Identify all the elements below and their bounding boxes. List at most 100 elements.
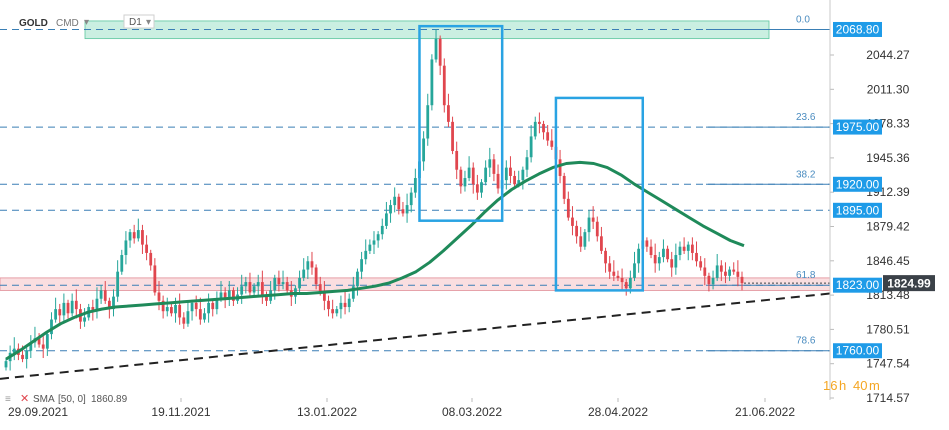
candle-body-4	[21, 354, 24, 360]
candle-body-21	[91, 307, 95, 312]
candle-body-73	[306, 261, 310, 270]
candle-body-32	[136, 230, 140, 239]
candle-body-30	[128, 232, 132, 241]
candle-body-163	[678, 246, 682, 256]
fib-label-0: 0.0	[796, 14, 810, 25]
candle-body-76	[318, 284, 322, 293]
level-price-bg-5	[833, 343, 882, 359]
candle-body-108	[451, 121, 454, 151]
candle-body-107	[447, 105, 450, 122]
y-tick-3: 1945.36	[866, 151, 910, 165]
candle-body-173	[719, 265, 723, 272]
x-tick-0: 29.09.2021	[8, 405, 68, 419]
sma-line[interactable]	[5, 160, 745, 361]
candle-body-162	[674, 255, 678, 268]
candle-body-19	[83, 317, 86, 322]
candle-body-55	[232, 290, 235, 301]
indicator-close-icon[interactable]: ✕	[20, 393, 29, 405]
candle-body-132	[550, 140, 554, 147]
level-price-bg-1	[833, 119, 882, 135]
candle-body-159	[662, 248, 665, 258]
highlight-box-1[interactable]	[554, 96, 645, 292]
candle-body-48	[203, 313, 206, 320]
candle-body-99	[413, 178, 417, 193]
candle-body-63	[265, 296, 268, 301]
candle-body-65	[273, 277, 277, 291]
candle-body-88	[368, 244, 372, 251]
candle-body-26	[112, 296, 115, 310]
candle-body-9	[41, 344, 45, 349]
level-lines: 0.0 23.6 38.2 61.8 78.6	[0, 14, 830, 352]
countdown-h-unit: h	[839, 378, 846, 393]
candle-body-91	[380, 225, 384, 235]
candle-body-170	[707, 275, 711, 285]
y-tick-10: 1714.57	[866, 391, 910, 405]
candle-body-22	[95, 298, 99, 312]
candle-body-176	[732, 269, 736, 272]
candle-body-130	[542, 123, 545, 133]
candle-body-13	[58, 309, 62, 316]
candle-body-29	[124, 240, 128, 256]
candle-body-10	[45, 334, 49, 349]
candle-body-15	[66, 302, 70, 314]
candle-body-161	[670, 259, 674, 268]
countdown-m-unit: m	[869, 378, 880, 393]
candle-body-139	[579, 236, 583, 247]
candle-body-31	[132, 232, 136, 239]
candle-body-14	[62, 302, 66, 316]
candle-body-24	[103, 290, 107, 301]
timeframe-select[interactable]	[123, 14, 155, 29]
candle-body-67	[281, 282, 285, 285]
candle-body-41	[174, 304, 177, 314]
indicator-menu-icon[interactable]: ≡	[5, 394, 11, 405]
candle-body-33	[141, 230, 144, 245]
highlight-box-0[interactable]	[418, 24, 504, 222]
candle-body-115	[480, 182, 483, 193]
candle-body-92	[385, 213, 388, 226]
candle-body-62	[260, 282, 264, 297]
candle-body-143	[595, 221, 599, 237]
candle-body-83	[347, 298, 351, 308]
x-tick-2: 13.01.2022	[297, 405, 357, 419]
support-trendline[interactable]	[0, 292, 831, 380]
candle-body-53	[223, 292, 227, 299]
candle-body-49	[207, 302, 211, 314]
candle-body-44	[186, 311, 190, 324]
level-price-1: 1975.00	[836, 120, 880, 134]
fib-label-5: 78.6	[796, 336, 816, 347]
candle-body-109	[455, 150, 459, 170]
candle-body-81	[339, 302, 343, 310]
candle-body-166	[690, 244, 694, 253]
candle-body-158	[657, 257, 661, 264]
candle-body-121	[504, 167, 508, 181]
dropdown-icon[interactable]: ▾	[84, 17, 89, 28]
candle-body-8	[37, 338, 41, 345]
candle-body-175	[728, 269, 731, 276]
candle-body-74	[310, 261, 314, 268]
candle-body-68	[285, 282, 289, 291]
candle-body-43	[182, 317, 186, 324]
candle-body-93	[389, 205, 392, 214]
candle-body-168	[699, 261, 703, 268]
candle-body-101	[422, 138, 426, 162]
candle-body-77	[322, 292, 326, 301]
timeframe-chevron-icon[interactable]: ▾	[146, 17, 151, 28]
candle-body-80	[335, 309, 339, 314]
x-tick-4: 28.04.2022	[588, 405, 648, 419]
candle-body-47	[198, 309, 202, 320]
candle-body-5	[25, 350, 29, 360]
candle-body-141	[587, 217, 591, 233]
level-price-bg-2	[833, 176, 882, 192]
candle-body-60	[252, 286, 256, 293]
candle-body-40	[169, 307, 173, 314]
level-price-bg-0	[833, 21, 882, 37]
candle-body-155	[645, 240, 649, 247]
candle-body-27	[116, 271, 120, 297]
candle-body-52	[219, 292, 223, 299]
zone-support	[0, 277, 831, 291]
candle-body-98	[409, 192, 413, 206]
candle-body-39	[165, 307, 169, 312]
level-price-4: 1823.00	[836, 278, 880, 292]
candle-body-103	[430, 59, 434, 106]
